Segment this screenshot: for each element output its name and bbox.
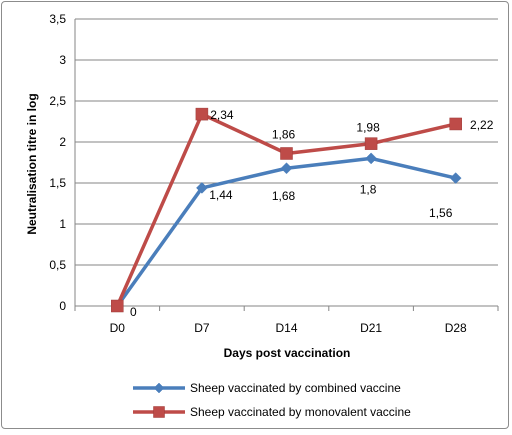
- chart-frame: 0 0,5 1 1,5 2 2,5 3 3,5 D0 D7 D14 D21 D28 1,44 1,68 1,…: [1, 1, 509, 429]
- x-tick-label: D28: [445, 321, 467, 335]
- y-axis-title: Neutralisation titre in log: [25, 93, 39, 234]
- series-2-point: [449, 117, 462, 131]
- legend-label-2: Sheep vaccinated by monovalent vaccine: [190, 405, 411, 419]
- series-line-2: [115, 112, 457, 307]
- y-tick-label: 0,5: [49, 258, 66, 272]
- data-label: 1,56: [429, 206, 453, 220]
- series-1-point: [449, 172, 462, 184]
- x-tick-label: D21: [360, 321, 382, 335]
- data-label: 1,68: [272, 189, 296, 203]
- data-label: 2,34: [210, 108, 234, 122]
- y-tick-label: 3,5: [49, 12, 66, 26]
- series-2-point: [364, 137, 378, 150]
- data-label: 2,22: [470, 118, 494, 132]
- y-tick-label: 1: [59, 217, 66, 231]
- x-tick-label: D14: [275, 321, 297, 335]
- series-1-point: [280, 162, 293, 175]
- data-label: 1,8: [360, 182, 377, 196]
- legend: Sheep vaccinated by combined vaccine Shee…: [133, 381, 411, 419]
- y-tick-label: 0: [59, 299, 66, 313]
- data-label: 1,98: [356, 121, 380, 135]
- x-tick-label: D0: [110, 321, 126, 335]
- data-labels: 1,44 1,68 1,8 1,56 0 2,34 1,86 1,98 2,22: [130, 108, 494, 319]
- series-2-point: [195, 107, 209, 121]
- x-tick-label: D7: [194, 321, 210, 335]
- y-tick-label: 2,5: [49, 94, 66, 108]
- series-lines: [111, 107, 462, 313]
- y-tick-label: 1,5: [49, 176, 66, 190]
- data-label: 1,44: [209, 188, 233, 202]
- data-label: 0: [130, 305, 137, 319]
- data-label: 1,86: [272, 127, 296, 141]
- series-1-point: [365, 152, 377, 165]
- line-chart: 00,511,522,533,5D0 D7 D14 D21 D28 1,44 1,68 1,…: [25, 12, 499, 419]
- y-tick-label: 2: [59, 135, 66, 149]
- series-2-point: [111, 299, 124, 313]
- legend-marker-2: [153, 406, 165, 418]
- gridlines: [75, 18, 498, 266]
- series-line-1: [115, 156, 457, 308]
- legend-marker-1: [153, 382, 165, 394]
- axes: 0 0,5 1 1,5 2 2,5 3 3,5 D0 D7 D14 D21 D28: [49, 12, 499, 335]
- x-axis-title: Days post vaccination: [224, 346, 351, 360]
- y-tick-label: 3: [59, 53, 66, 67]
- series-2-point: [280, 147, 293, 160]
- legend-label-1: Sheep vaccinated by combined vaccine: [190, 381, 401, 395]
- series-1-point: [196, 182, 208, 194]
